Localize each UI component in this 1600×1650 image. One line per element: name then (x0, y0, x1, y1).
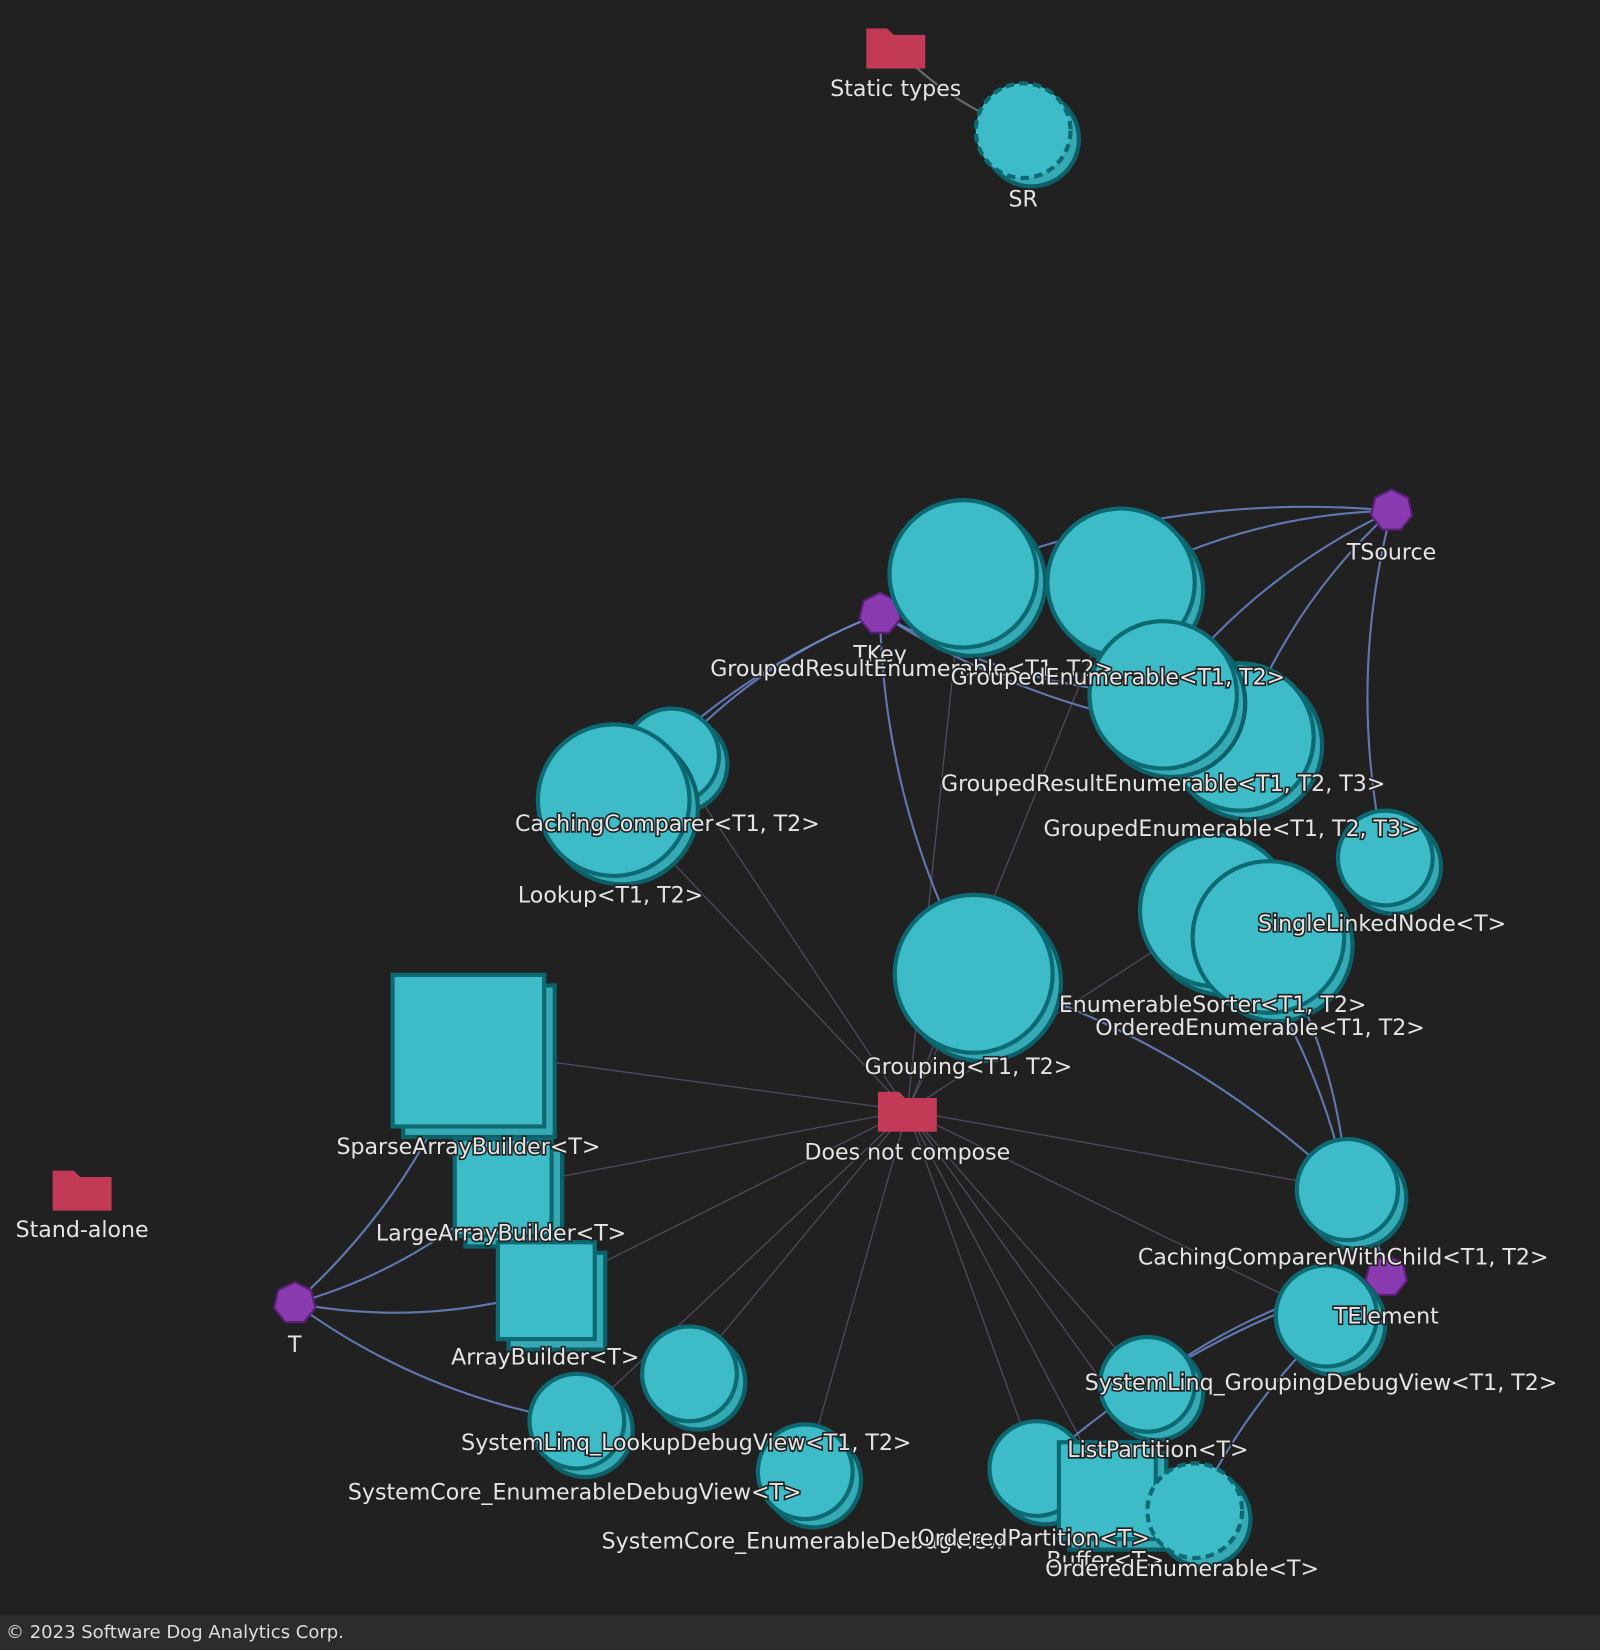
node-label: EnumerableSorter<T1, T2> (1059, 992, 1367, 1018)
node-label: OrderedPartition<T> (917, 1526, 1150, 1552)
graph: Static typesSRTSourceTKeyGroupedResultEn… (14, 28, 1559, 1584)
folder (877, 1091, 937, 1132)
node-label: GroupedResultEnumerable<T1, T2, T3> (941, 771, 1385, 797)
node-label: TSource (1346, 539, 1436, 565)
node-label: SR (1008, 187, 1037, 213)
node-label: GroupedResultEnumerable<T1, T2> (710, 656, 1113, 682)
edge (503, 1110, 908, 1189)
node (755, 1422, 855, 1522)
node-label: SystemLinq_GroupingDebugView<T1, T2> (1085, 1370, 1558, 1396)
node-label: LargeArrayBuilder<T> (376, 1220, 626, 1246)
node (1145, 1461, 1245, 1561)
node-label: GroupedEnumerable<T1, T2> (951, 665, 1286, 691)
node-label: ArrayBuilder<T> (451, 1345, 639, 1371)
type-param (273, 1281, 317, 1324)
node-label: SystemLinq_LookupDebugView<T1, T2> (461, 1430, 911, 1456)
edge (671, 755, 908, 1112)
node-label: Grouping<T1, T2> (865, 1054, 1073, 1080)
node-label: Buffer<T> (1046, 1548, 1164, 1574)
node (527, 1371, 627, 1471)
node-label: T (287, 1332, 302, 1358)
node-label: CachingComparerWithChild<T1, T2> (1138, 1245, 1549, 1271)
node-label: OrderedEnumerable<T> (1045, 1556, 1319, 1582)
node (1190, 859, 1347, 1015)
node-label: TElement (1333, 1303, 1439, 1329)
edge (804, 1110, 908, 1472)
edge (906, 1110, 1108, 1491)
node (452, 1136, 554, 1239)
node-label: SparseArrayBuilder<T> (336, 1134, 600, 1160)
node (1087, 619, 1239, 771)
node (887, 498, 1039, 650)
node-label: ListPartition<T> (1067, 1437, 1248, 1463)
type-param (1364, 1253, 1408, 1296)
node (1294, 1136, 1400, 1243)
edge (906, 1110, 1038, 1469)
node (1097, 1334, 1197, 1434)
footer: © 2023 Software Dog Analytics Corp. (0, 1615, 1600, 1650)
node-label: SystemCore_EnumerableDebugView (602, 1529, 1005, 1555)
folder (52, 1170, 112, 1211)
node (1335, 808, 1435, 908)
node (639, 1324, 739, 1424)
node-label: SingleLinkedNode<T> (1258, 911, 1506, 937)
folder (866, 28, 926, 69)
node-label: OrderedEnumerable<T1, T2> (1095, 1015, 1425, 1041)
type-param (1369, 488, 1414, 531)
node (973, 81, 1073, 181)
node-label: CachingComparer<T1, T2> (515, 811, 820, 837)
node-label: Stand-alone (16, 1217, 149, 1243)
node (1273, 1263, 1379, 1369)
node (390, 972, 547, 1129)
edge (576, 1110, 908, 1422)
edge (906, 1110, 1148, 1385)
edge (907, 1110, 1348, 1191)
node-label: Static types (830, 76, 961, 102)
node-label: Does not compose (805, 1139, 1011, 1165)
node-label: SystemCore_EnumerableDebugView<T> (348, 1479, 802, 1505)
node-label: GroupedEnumerable<T1, T2, T3> (1044, 816, 1420, 842)
node (535, 722, 692, 879)
node-label: TKey (852, 641, 907, 667)
node (495, 1240, 597, 1342)
edge (907, 1110, 1327, 1317)
edge (688, 1110, 908, 1375)
node-label: Lookup<T1, T2> (518, 882, 703, 908)
node (892, 892, 1055, 1055)
